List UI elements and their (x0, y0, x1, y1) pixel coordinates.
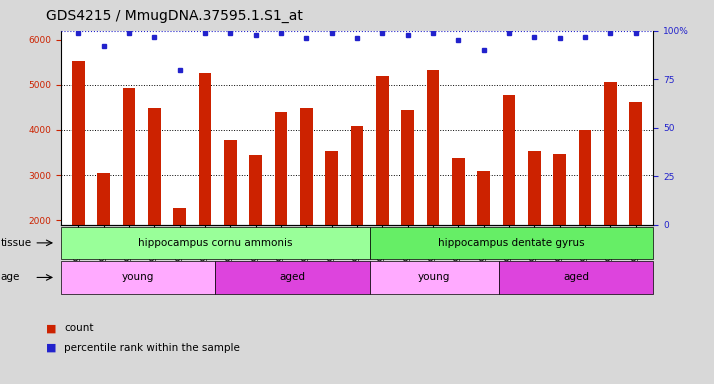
Text: ■: ■ (46, 323, 57, 333)
Text: aged: aged (280, 272, 306, 283)
Text: hippocampus dentate gyrus: hippocampus dentate gyrus (438, 238, 585, 248)
Text: percentile rank within the sample: percentile rank within the sample (64, 343, 240, 353)
Text: young: young (418, 272, 451, 283)
Bar (198, 73, 211, 310)
Bar (604, 82, 617, 310)
Bar (300, 108, 313, 310)
Bar (148, 108, 161, 310)
Bar (452, 158, 465, 310)
Text: GDS4215 / MmugDNA.37595.1.S1_at: GDS4215 / MmugDNA.37595.1.S1_at (46, 9, 303, 23)
Bar (629, 102, 642, 310)
Bar (72, 61, 85, 310)
Text: age: age (1, 272, 20, 283)
Bar (553, 154, 566, 310)
Bar (528, 151, 540, 310)
Bar (477, 170, 490, 310)
Bar (351, 126, 363, 310)
Bar (123, 88, 136, 310)
Text: tissue: tissue (1, 238, 32, 248)
Text: count: count (64, 323, 94, 333)
Bar (174, 207, 186, 310)
Bar (224, 140, 237, 310)
Bar (97, 173, 110, 310)
Bar (578, 130, 591, 310)
Text: aged: aged (563, 272, 589, 283)
Bar (503, 95, 516, 310)
Text: young: young (122, 272, 154, 283)
Bar (427, 70, 439, 310)
Bar (275, 112, 287, 310)
Bar (401, 110, 414, 310)
Text: ■: ■ (46, 343, 57, 353)
Text: hippocampus cornu ammonis: hippocampus cornu ammonis (138, 238, 293, 248)
Bar (376, 76, 388, 310)
Bar (326, 151, 338, 310)
Bar (249, 155, 262, 310)
